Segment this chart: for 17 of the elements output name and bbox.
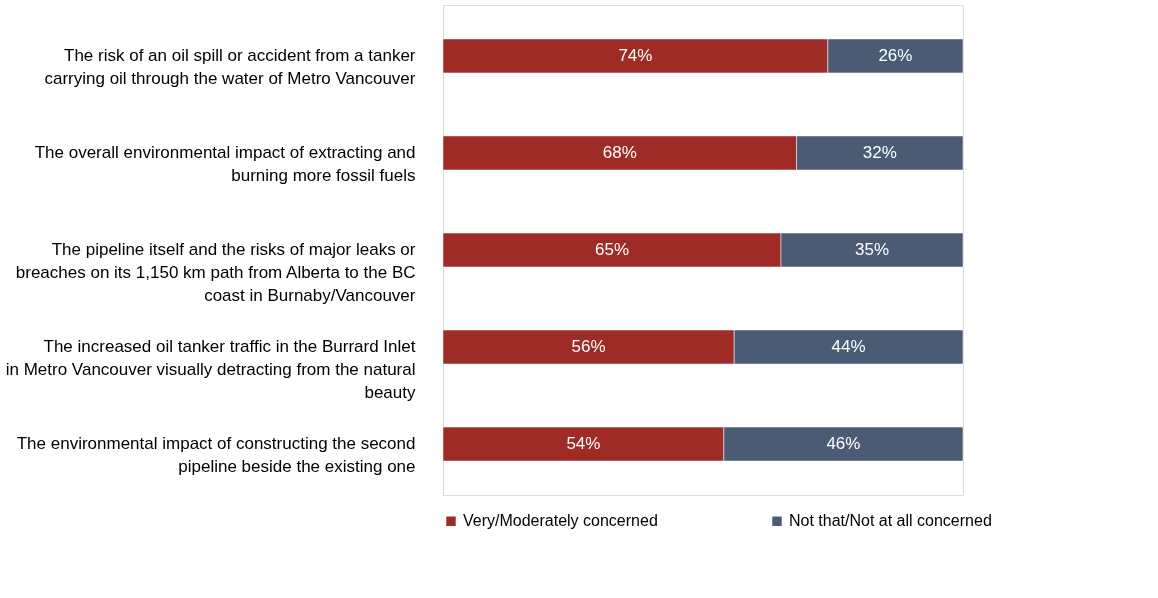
data-label: 44% — [831, 337, 866, 357]
data-label: 74% — [618, 45, 653, 65]
legend-label: Very/Moderately concerned — [463, 512, 658, 530]
y-tick-label: The environmental impact of constructing the second pipeline beside the existing one — [16, 434, 416, 477]
data-label: 46% — [826, 434, 861, 454]
data-label: 65% — [594, 240, 630, 259]
data-label: 35% — [854, 240, 890, 259]
data-label: 68% — [602, 142, 637, 162]
data-label: 54% — [566, 434, 601, 454]
y-tick-label: The increased oil tanker traffic in the Burrard Inlet in Metro Vancouver visually detracting from the natural beauty — [5, 337, 416, 403]
legend-label: Not that/Not at all concerned — [789, 512, 992, 530]
y-tick-label: The overall environmental impact of extracting and burning more fossil fuels — [34, 142, 416, 185]
data-label: 32% — [862, 142, 897, 162]
data-label: 26% — [878, 45, 913, 65]
data-label: 56% — [571, 337, 606, 357]
y-tick-label: The risk of an oil spill or accident from a tanker carrying oil through the water of Metro Vancouver — [44, 45, 416, 88]
y-tick-label: The pipeline itself and the risks of major leaks or breaches on its 1,150 km path from Alberta to the BC coast in Burnaby/Vancouver — [15, 240, 416, 305]
